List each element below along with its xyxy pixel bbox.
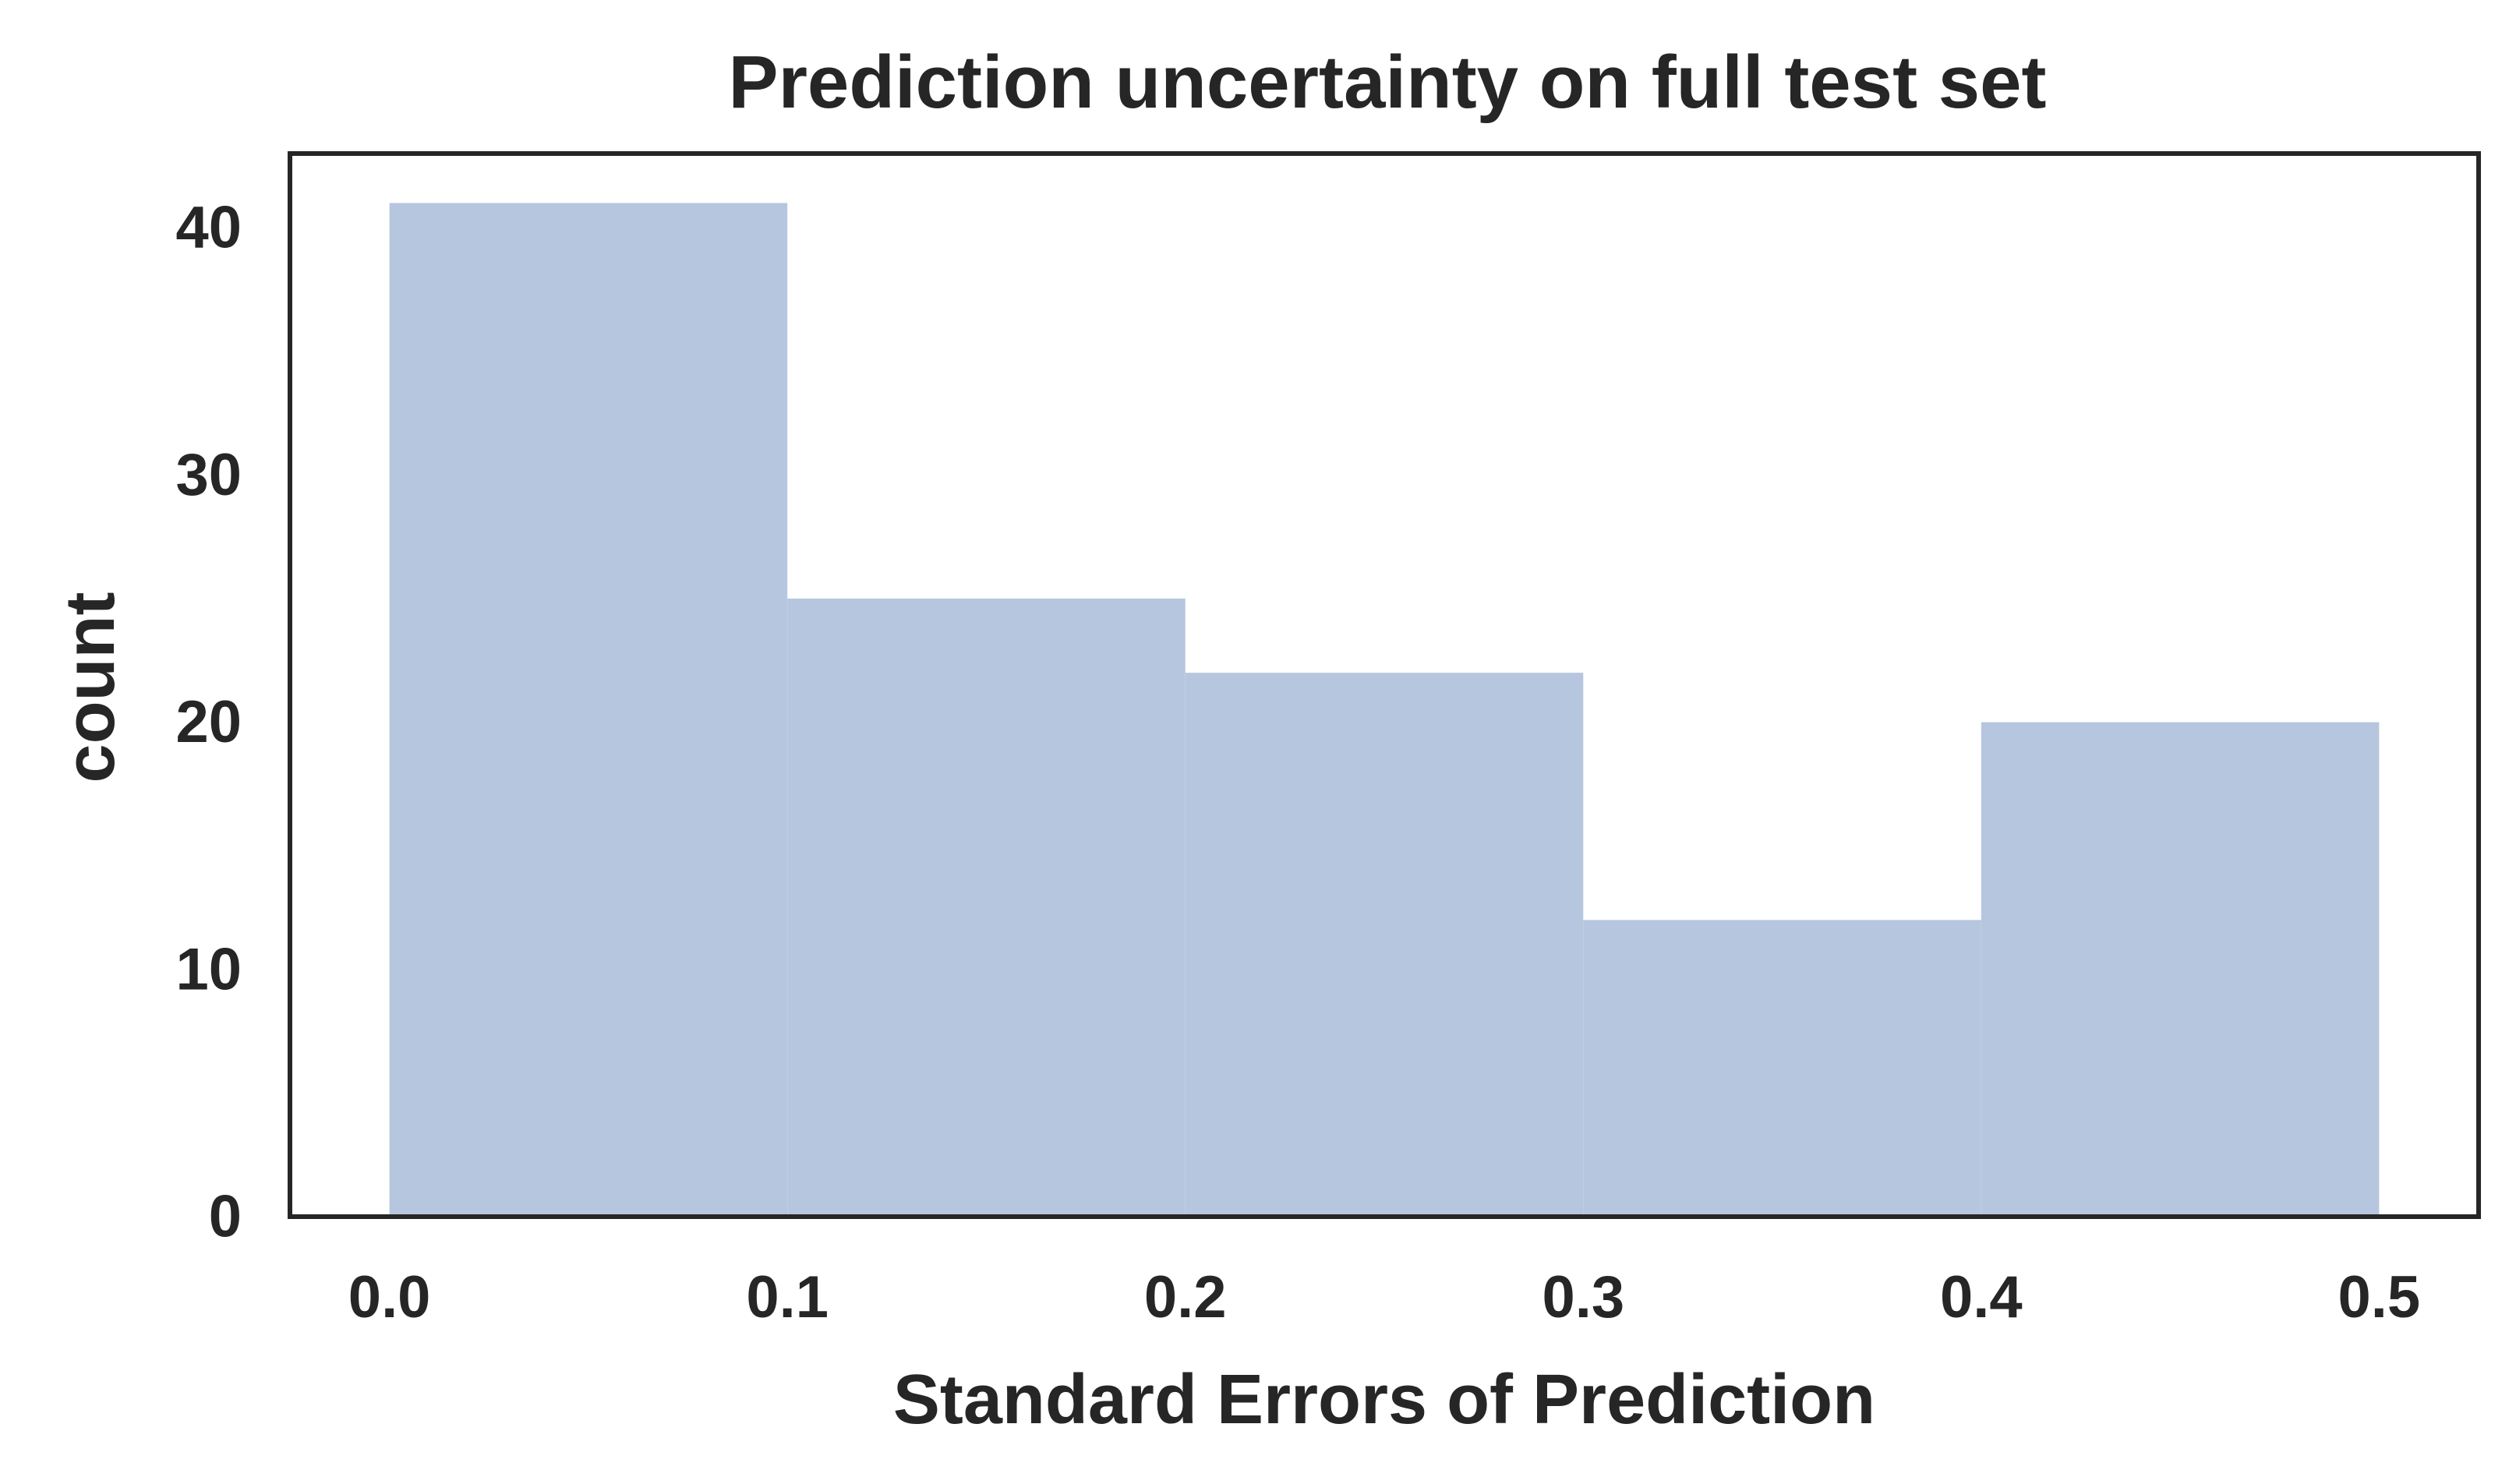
histogram-bar-1 xyxy=(787,598,1186,1217)
y-ticks-group: 0 10 20 30 40 xyxy=(175,195,242,1250)
x-tick-label: 0.3 xyxy=(1542,1264,1624,1330)
x-ticks-group: 0.0 0.1 0.2 0.3 0.4 0.5 xyxy=(348,1264,2420,1330)
plot-frame xyxy=(288,151,2481,1219)
x-tick-label: 0.2 xyxy=(1144,1264,1227,1330)
x-tick-label: 0.4 xyxy=(1940,1264,2023,1330)
bars-group xyxy=(389,203,2380,1217)
histogram-bar-0 xyxy=(389,203,788,1217)
x-axis-label: Standard Errors of Prediction xyxy=(893,1361,1875,1439)
y-tick-label: 0 xyxy=(209,1184,242,1250)
y-tick-label: 30 xyxy=(175,442,242,508)
x-tick-label: 0.1 xyxy=(746,1264,829,1330)
x-tick-label: 0.0 xyxy=(348,1264,431,1330)
histogram-bar-3 xyxy=(1583,920,1981,1217)
y-tick-label: 10 xyxy=(175,936,242,1002)
y-axis-label: count xyxy=(51,592,129,783)
histogram-bar-2 xyxy=(1185,673,1584,1217)
y-tick-label: 40 xyxy=(175,195,242,261)
histogram-bar-4 xyxy=(1981,722,2380,1217)
y-tick-label: 20 xyxy=(175,689,242,755)
x-tick-label: 0.5 xyxy=(2338,1264,2421,1330)
chart-title: Prediction uncertainty on full test set xyxy=(729,41,2047,124)
